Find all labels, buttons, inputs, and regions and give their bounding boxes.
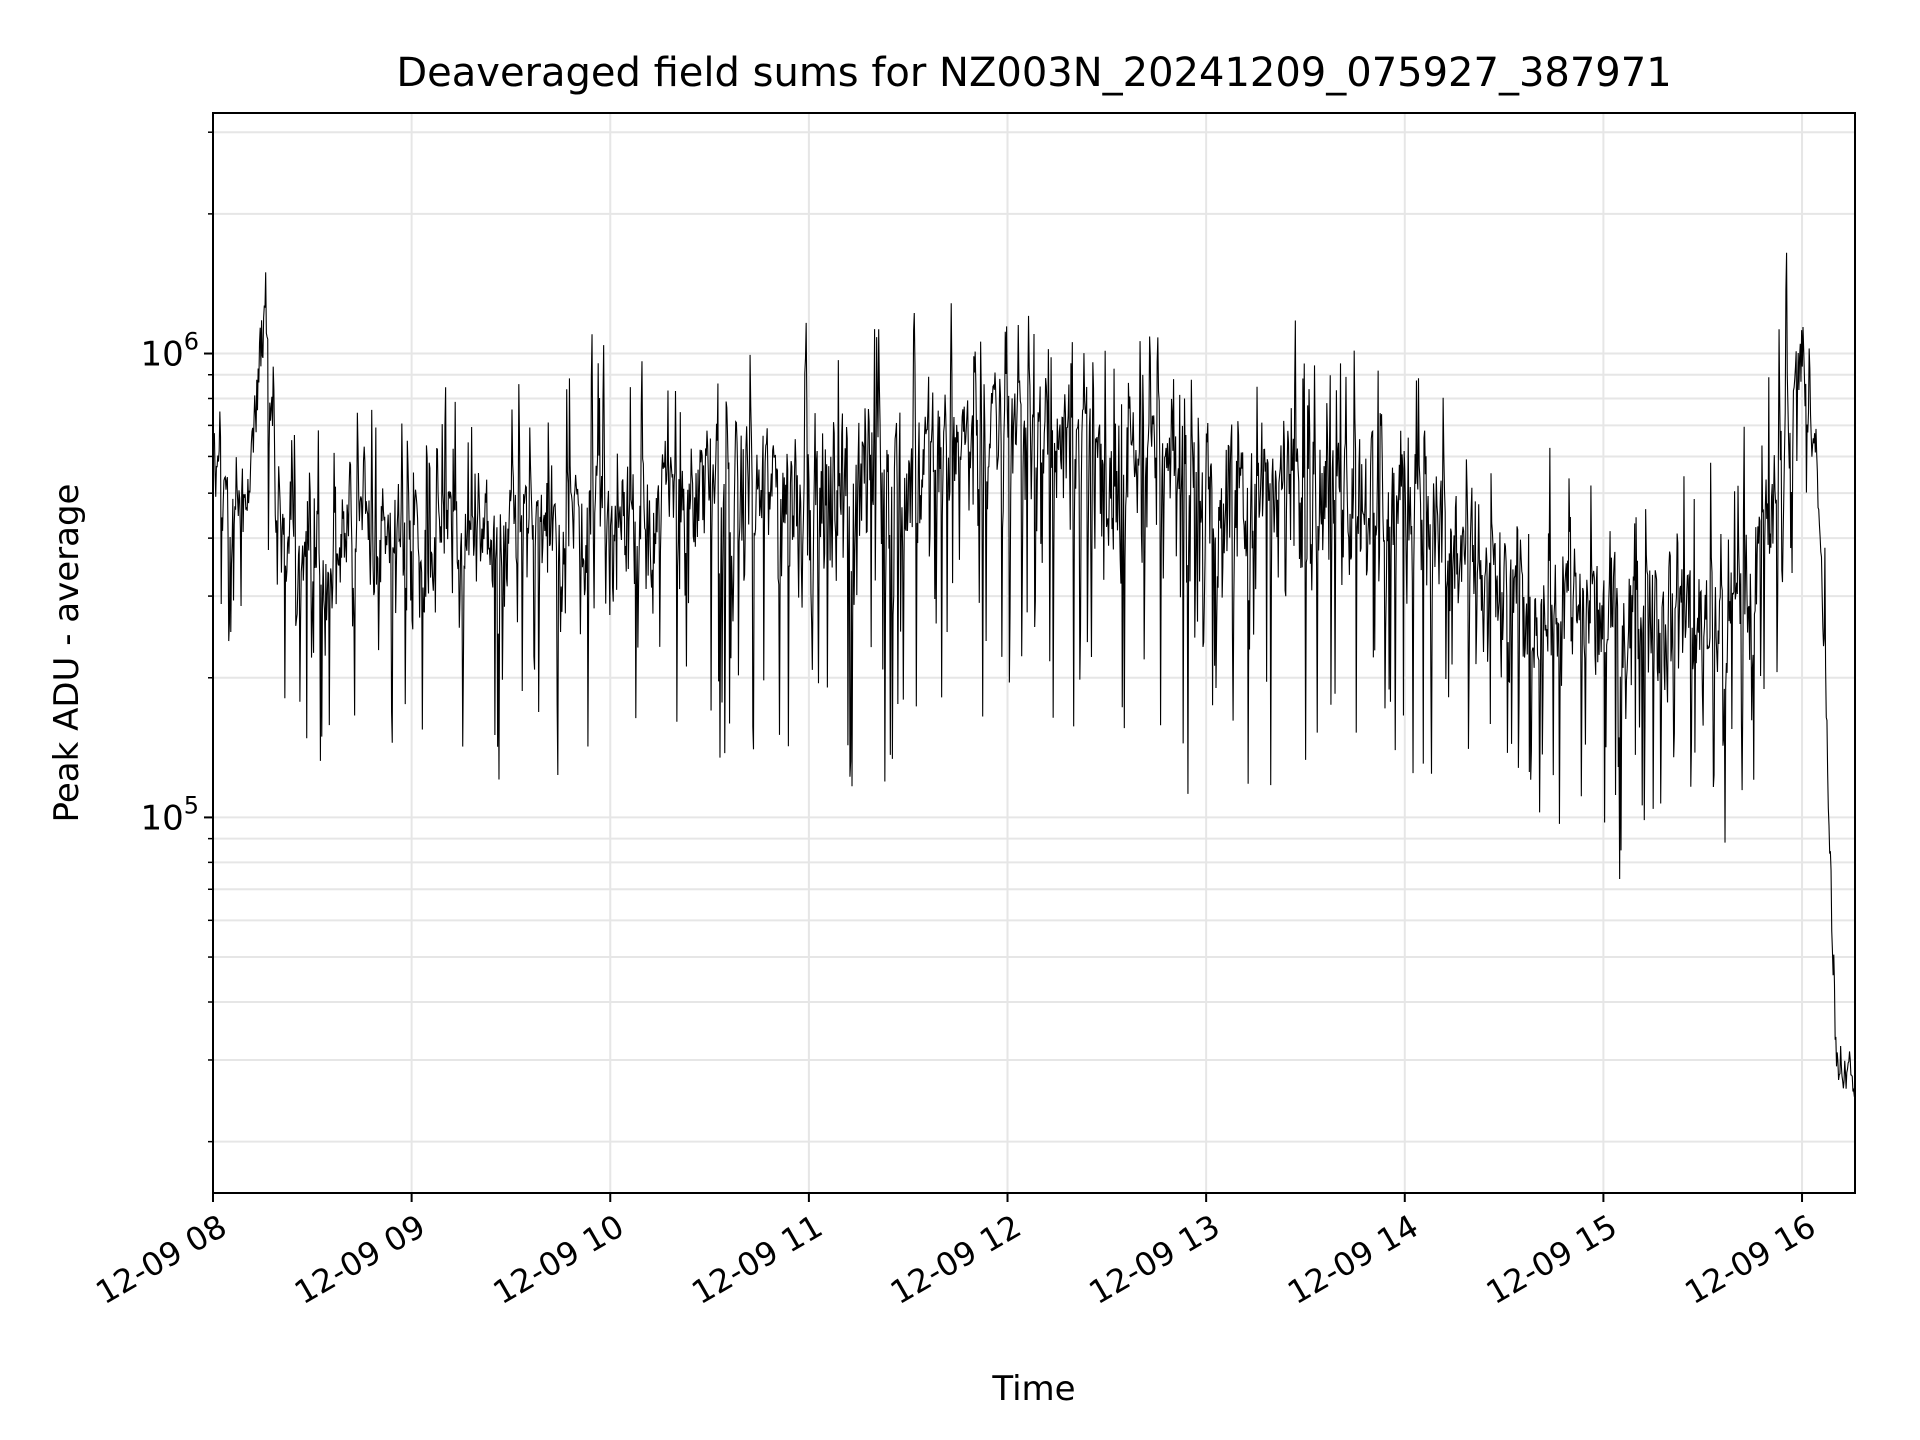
series-line-0 [213, 252, 1855, 1099]
y-axis-label: Peak ADU - average [47, 484, 87, 823]
x-axis-label: Time [991, 1369, 1075, 1409]
plot-frame [212, 112, 1856, 1194]
y-tick-label: 106 [140, 328, 199, 375]
chart-title: Deaveraged field sums for NZ003N_2024120… [396, 50, 1671, 96]
y-tick-label: 105 [140, 791, 199, 838]
